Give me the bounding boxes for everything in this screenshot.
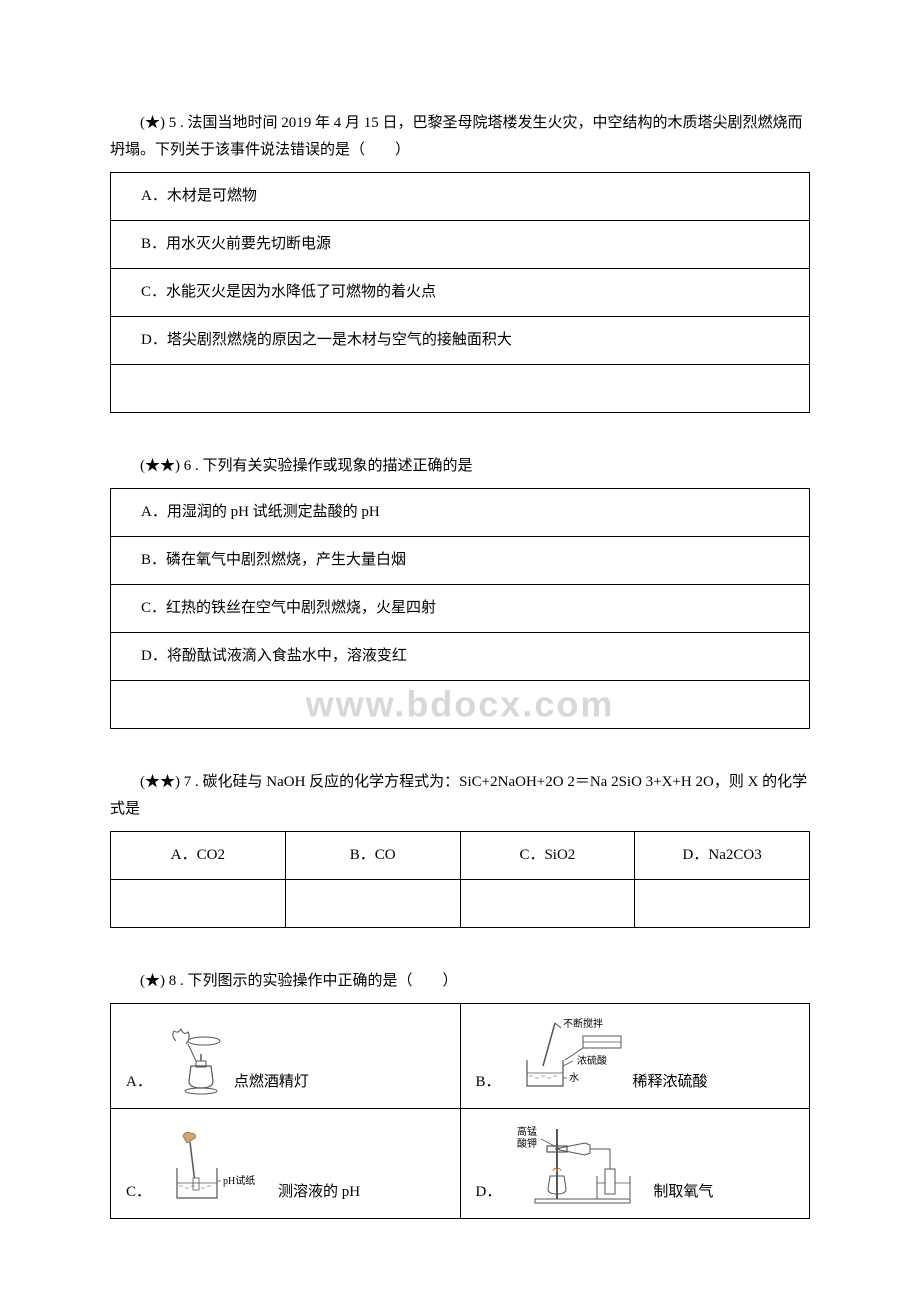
watermark-text: www.bdocx.com	[306, 672, 615, 737]
q7-answer-a	[111, 880, 286, 928]
oxygen-prep-icon: 高锰 酸钾	[515, 1121, 645, 1206]
q7-difficulty: (★★)	[140, 774, 180, 790]
q8-option-b: B． 不断搅拌 浓硫酸 水	[460, 1004, 810, 1109]
q8-b-label: B．	[476, 1069, 501, 1096]
q5-option-b: B．用水灭火前要先切断电源	[111, 221, 810, 269]
q8-stem: (★) 8 . 下列图示的实验操作中正确的是（ ）	[110, 968, 810, 995]
q6-number: 6	[184, 458, 192, 474]
annot-ph: pH试纸	[223, 1174, 255, 1187]
q6-option-b: B．磷在氧气中剧烈燃烧，产生大量白烟	[111, 537, 810, 585]
q8-option-a: A． 点燃酒精灯	[111, 1004, 461, 1109]
q8-option-d: D． 高锰 酸钾	[460, 1109, 810, 1219]
q7-options-table: A．CO2 B．CO C．SiO2 D．Na2CO3	[110, 831, 810, 928]
q7-option-c: C．SiO2	[460, 832, 635, 880]
q6-answer-row: www.bdocx.com	[111, 681, 810, 729]
q8-d-label: D．	[476, 1179, 502, 1206]
q7-answer-b	[285, 880, 460, 928]
q6-text: 下列有关实验操作或现象的描述正确的是	[203, 458, 473, 474]
annot-stir: 不断搅拌	[563, 1018, 603, 1030]
q8-c-caption: 测溶液的 pH	[278, 1179, 360, 1206]
q7-answer-d	[635, 880, 810, 928]
q7-answer-c	[460, 880, 635, 928]
annot-acid: 浓硫酸	[577, 1054, 607, 1067]
q8-a-caption: 点燃酒精灯	[234, 1069, 309, 1096]
q7-stem: (★★) 7 . 碳化硅与 NaOH 反应的化学方程式为：SiC+2NaOH+2…	[110, 769, 810, 823]
q6-option-a: A．用湿润的 pH 试纸测定盐酸的 pH	[111, 489, 810, 537]
q7-option-a: A．CO2	[111, 832, 286, 880]
q7-option-b: B．CO	[285, 832, 460, 880]
q8-option-c: C． pH试纸 测溶液的 pH	[111, 1109, 461, 1219]
q5-option-a: A．木材是可燃物	[111, 173, 810, 221]
q8-a-label: A．	[126, 1069, 152, 1096]
q8-options-table: A． 点燃酒精灯 B．	[110, 1003, 810, 1219]
annot-kmno4-2: 酸钾	[517, 1137, 537, 1150]
q7-number: 7	[184, 774, 192, 790]
q8-d-caption: 制取氧气	[653, 1179, 713, 1206]
q8-number: 8	[169, 973, 177, 989]
alcohol-lamp-icon	[166, 1026, 226, 1096]
q5-number: 5	[169, 115, 177, 131]
q5-text: 法国当地时间 2019 年 4 月 15 日，巴黎圣母院塔楼发生火灾，中空结构的…	[110, 115, 803, 158]
q5-options-table: A．木材是可燃物 B．用水灭火前要先切断电源 C．水能灭火是因为水降低了可燃物的…	[110, 172, 810, 413]
q5-stem: (★) 5 . 法国当地时间 2019 年 4 月 15 日，巴黎圣母院塔楼发生…	[110, 110, 810, 164]
q6-option-c: C．红热的铁丝在空气中剧烈燃烧，火星四射	[111, 585, 810, 633]
q5-difficulty: (★)	[140, 115, 165, 131]
annot-water: 水	[569, 1072, 579, 1084]
q8-text: 下列图示的实验操作中正确的是（ ）	[188, 973, 458, 989]
q6-difficulty: (★★)	[140, 458, 180, 474]
q7-text: 碳化硅与 NaOH 反应的化学方程式为：SiC+2NaOH+2O 2＝Na 2S…	[110, 774, 807, 817]
dilute-acid-icon: 不断搅拌 浓硫酸 水	[515, 1018, 625, 1096]
q7-option-d: D．Na2CO3	[635, 832, 810, 880]
q5-answer-row	[111, 365, 810, 413]
annot-kmno4-1: 高锰	[517, 1125, 537, 1138]
q5-option-d: D．塔尖剧烈燃烧的原因之一是木材与空气的接触面积大	[111, 317, 810, 365]
q8-difficulty: (★)	[140, 973, 165, 989]
q6-options-table: A．用湿润的 pH 试纸测定盐酸的 pH B．磷在氧气中剧烈燃烧，产生大量白烟 …	[110, 488, 810, 729]
q8-b-caption: 稀释浓硫酸	[633, 1069, 708, 1096]
q8-c-label: C．	[126, 1179, 151, 1206]
ph-test-icon: pH试纸	[165, 1128, 270, 1206]
q5-option-c: C．水能灭火是因为水降低了可燃物的着火点	[111, 269, 810, 317]
q6-stem: (★★) 6 . 下列有关实验操作或现象的描述正确的是	[110, 453, 810, 480]
